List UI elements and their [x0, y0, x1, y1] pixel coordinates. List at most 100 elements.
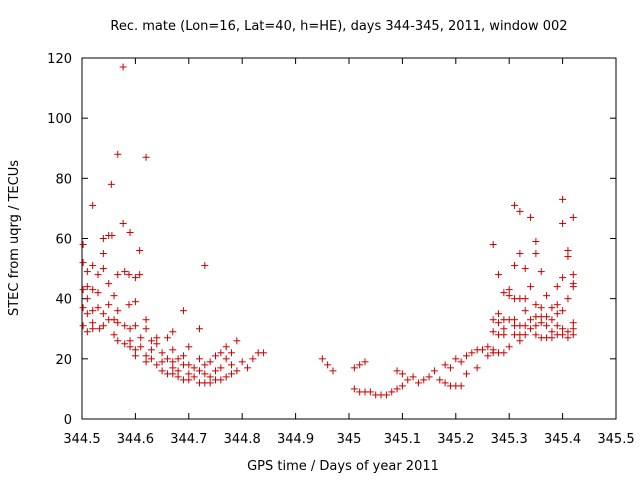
data-point [516, 337, 524, 345]
data-point [121, 340, 129, 348]
data-point [521, 265, 529, 273]
data-point [532, 331, 540, 339]
y-tick-label: 40 [55, 293, 72, 308]
data-point [131, 298, 139, 306]
data-point [94, 289, 102, 297]
data-point [99, 265, 107, 273]
data-point [142, 358, 150, 366]
data-point [398, 382, 406, 390]
x-tick-label: 344.7 [170, 432, 207, 447]
data-point [217, 376, 225, 384]
data-point [446, 364, 454, 372]
data-point [212, 367, 219, 375]
y-tick-label: 20 [55, 353, 72, 368]
data-point [404, 376, 412, 384]
data-point [318, 355, 326, 363]
data-point [131, 352, 139, 360]
data-point [222, 373, 230, 381]
data-point [89, 286, 97, 294]
data-point [153, 334, 161, 342]
data-point [99, 310, 107, 318]
y-tick-label: 120 [47, 52, 72, 67]
data-point [548, 316, 556, 324]
y-tick-label: 60 [55, 233, 72, 248]
data-point [452, 355, 460, 363]
data-point [185, 343, 193, 351]
data-point [228, 361, 236, 369]
data-point [511, 201, 519, 209]
data-point [114, 319, 122, 327]
data-point [559, 325, 567, 333]
data-point [163, 334, 171, 342]
data-point [527, 316, 535, 324]
data-point [233, 337, 241, 345]
data-point [83, 310, 91, 318]
data-point [195, 367, 203, 375]
data-point [537, 304, 545, 312]
data-point [195, 355, 203, 363]
data-point [114, 271, 122, 279]
data-point [217, 349, 225, 357]
data-point [126, 343, 134, 351]
x-tick-label: 345.4 [544, 432, 581, 447]
data-point [131, 322, 139, 330]
data-point [89, 262, 97, 270]
data-point [521, 331, 529, 339]
data-point [425, 373, 433, 381]
data-point [516, 250, 524, 258]
data-point [89, 201, 97, 209]
data-point [489, 241, 497, 249]
data-point [356, 361, 364, 369]
data-point [125, 271, 133, 279]
y-tick-label: 0 [64, 413, 72, 428]
data-point [559, 219, 567, 227]
data-point [169, 358, 177, 366]
data-point [420, 376, 428, 384]
data-point [201, 262, 209, 270]
data-point [366, 388, 374, 396]
data-point [462, 370, 470, 378]
data-point [222, 355, 230, 363]
data-point [462, 352, 470, 360]
data-point [527, 325, 535, 333]
data-point [195, 325, 203, 333]
data-point [89, 325, 97, 333]
data-point [108, 231, 116, 239]
data-point [564, 295, 572, 303]
data-point [169, 370, 177, 378]
data-point [206, 379, 214, 387]
data-point [489, 328, 497, 336]
data-point [516, 207, 524, 215]
data-point [484, 352, 492, 360]
data-point [548, 334, 556, 342]
data-point [185, 376, 193, 384]
data-point [500, 325, 508, 333]
data-point [532, 301, 540, 309]
data-point [79, 241, 87, 249]
data-point [495, 319, 503, 327]
x-tick-label: 345.5 [597, 432, 634, 447]
data-point [119, 63, 127, 71]
data-point [505, 292, 513, 300]
data-point [83, 295, 91, 303]
data-point [249, 355, 257, 363]
data-point [99, 322, 107, 330]
data-point [489, 316, 497, 324]
x-tick-label: 344.8 [224, 432, 261, 447]
x-tick-label: 344.9 [277, 432, 314, 447]
x-axis: 344.5 344.6 344.7 344.8 344.9 345 345.1 345.2 34… [63, 58, 635, 447]
data-point [136, 271, 144, 279]
data-point [505, 286, 513, 294]
data-point [414, 379, 422, 387]
data-point [142, 316, 150, 324]
data-point [532, 238, 540, 246]
data-point [329, 367, 337, 375]
data-point [505, 343, 513, 351]
data-point [201, 370, 209, 378]
data-point [158, 358, 166, 366]
data-point [495, 310, 503, 318]
data-point [559, 307, 567, 315]
data-point [350, 385, 358, 393]
data-point [174, 367, 182, 375]
data-point [153, 340, 161, 348]
